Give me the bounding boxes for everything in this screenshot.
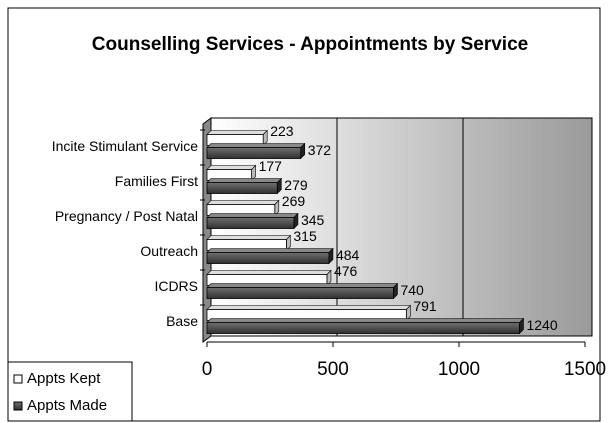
data-label: 740: [400, 282, 424, 298]
legend-swatch: [13, 401, 23, 411]
y-tick-label: Pregnancy / Post Natal: [55, 208, 198, 224]
bar-top: [206, 143, 306, 148]
bar: [206, 287, 394, 299]
data-label: 372: [308, 142, 332, 158]
bar-top: [206, 283, 399, 288]
legend-swatch: [13, 374, 23, 384]
legend-label: Appts Kept: [27, 370, 101, 387]
data-label: 484: [336, 247, 360, 263]
y-tick-label: ICDRS: [154, 278, 198, 294]
data-label: 279: [284, 177, 308, 193]
bar-top: [206, 270, 332, 275]
bar-top: [206, 318, 525, 323]
data-label: 177: [259, 158, 283, 174]
chart-title: Counselling Services - Appointments by S…: [91, 34, 529, 55]
y-tick-label: Base: [166, 313, 198, 329]
bar: [206, 147, 302, 159]
bar-top: [206, 213, 299, 218]
legend-label: Appts Made: [27, 397, 107, 414]
bar-top: [206, 130, 268, 135]
bar-top: [206, 305, 412, 310]
x-tick-label: 0: [202, 359, 213, 380]
legend-box: [7, 361, 133, 422]
y-tick-label: Families First: [115, 173, 198, 189]
bar-top: [206, 200, 280, 205]
bar: [206, 182, 278, 194]
y-tick-label: Incite Stimulant Service: [52, 138, 198, 154]
data-label: 269: [282, 193, 306, 209]
bar-top: [206, 178, 283, 183]
data-label: 1240: [526, 317, 557, 333]
bar: [206, 322, 520, 334]
data-label: 345: [301, 212, 325, 228]
x-tick-label: 500: [317, 359, 349, 380]
bar: [206, 217, 295, 229]
bar-top: [206, 235, 292, 240]
data-label: 791: [413, 298, 437, 314]
y-tick-label: Outreach: [140, 243, 198, 259]
bar: [206, 252, 330, 264]
x-tick-label: 1500: [564, 359, 606, 380]
x-tick-label: 1000: [438, 359, 480, 380]
data-label: 223: [270, 123, 294, 139]
data-label: 315: [293, 228, 317, 244]
bar-top: [206, 165, 257, 170]
bar-top: [206, 248, 334, 253]
data-label: 476: [334, 263, 358, 279]
